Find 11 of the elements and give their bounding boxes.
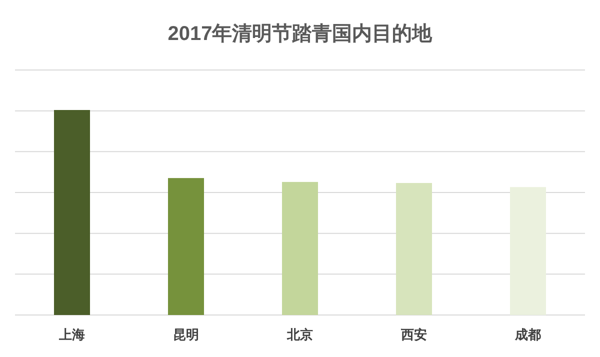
- x-tick-label: 北京: [286, 327, 313, 342]
- bar: [282, 182, 318, 315]
- chart-title: 2017年清明节踏青国内目的地: [168, 23, 434, 45]
- bar: [168, 178, 204, 315]
- x-tick-label: 西安: [400, 327, 427, 342]
- x-tick-label: 昆明: [173, 327, 199, 342]
- bar: [54, 110, 90, 315]
- bar: [510, 187, 546, 315]
- x-tick-label: 成都: [514, 327, 541, 342]
- bar: [396, 182, 432, 315]
- x-tick-label: 上海: [58, 327, 85, 342]
